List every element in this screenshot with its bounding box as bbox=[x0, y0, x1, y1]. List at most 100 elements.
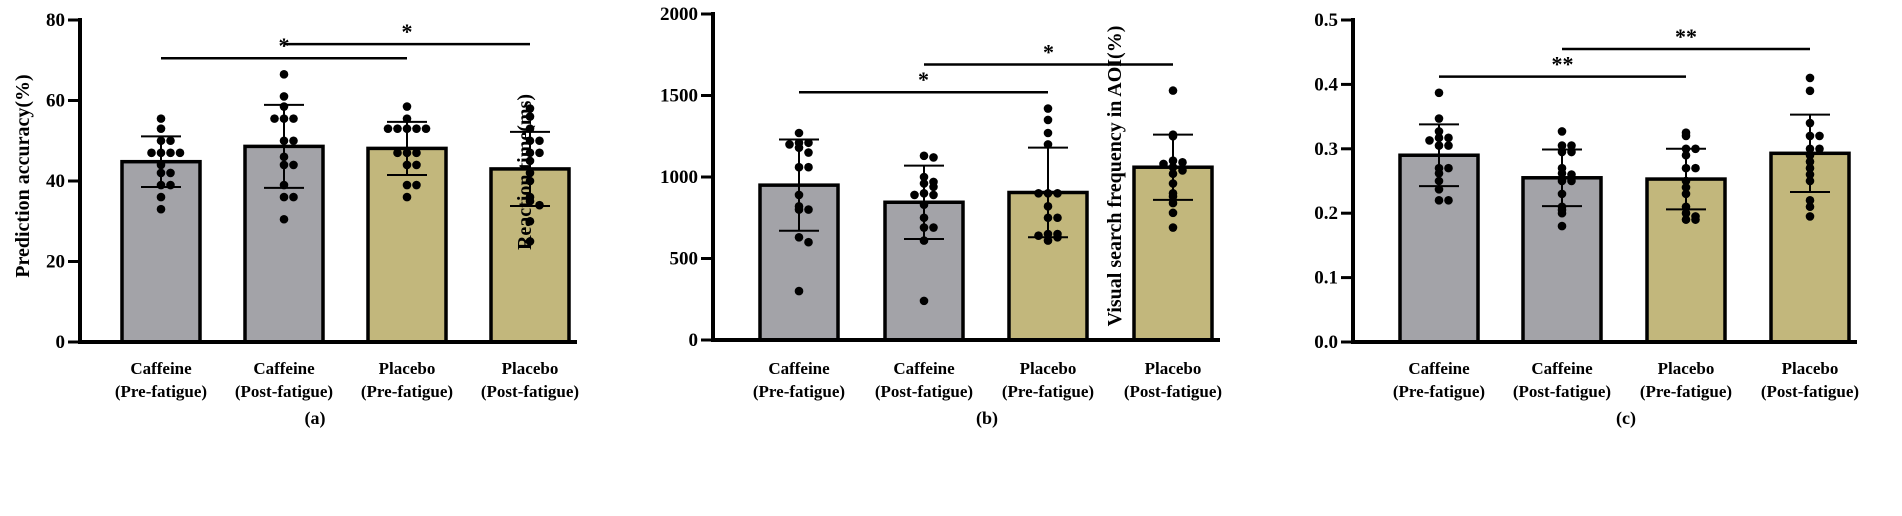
x-tick-label: Placebo bbox=[1782, 359, 1839, 378]
data-point bbox=[289, 136, 298, 146]
data-point bbox=[929, 153, 938, 162]
data-point bbox=[1043, 104, 1053, 113]
y-tick-label: 20 bbox=[46, 252, 65, 273]
data-point bbox=[1815, 131, 1824, 141]
y-tick-label: 0.2 bbox=[1314, 203, 1338, 224]
data-point bbox=[929, 223, 938, 232]
data-point bbox=[166, 168, 175, 178]
data-point bbox=[279, 214, 289, 224]
data-point bbox=[156, 204, 166, 214]
data-point bbox=[1034, 189, 1043, 198]
data-point bbox=[402, 114, 412, 123]
data-point bbox=[1444, 163, 1453, 173]
bar bbox=[120, 159, 202, 344]
panel-a: 0 20 40 60 80 Prediction accuracy(%) Caffeine (… bbox=[12, 10, 579, 429]
data-point bbox=[804, 205, 813, 214]
data-point bbox=[412, 124, 421, 133]
y-tick-label: 0.5 bbox=[1314, 10, 1338, 31]
x-tick-label: (Post-fatigue) bbox=[875, 382, 973, 401]
data-point bbox=[279, 192, 289, 202]
data-point bbox=[1053, 213, 1062, 223]
data-point bbox=[1557, 127, 1567, 136]
data-point bbox=[279, 70, 289, 79]
data-point bbox=[1691, 163, 1700, 173]
data-point bbox=[156, 114, 166, 123]
y-axis-label: Prediction accuracy(%) bbox=[12, 74, 34, 277]
x-tick-label: Caffeine bbox=[1408, 359, 1470, 378]
data-point bbox=[525, 124, 535, 133]
data-point bbox=[1034, 231, 1043, 240]
x-tick-label: (Pre-fatigue) bbox=[753, 382, 845, 401]
data-point bbox=[402, 180, 412, 190]
data-point bbox=[1691, 212, 1700, 221]
data-point bbox=[804, 148, 813, 157]
data-point bbox=[1444, 196, 1453, 205]
data-point bbox=[1805, 86, 1815, 96]
data-point bbox=[1159, 159, 1168, 169]
data-point bbox=[535, 136, 544, 146]
x-tick-label: Placebo bbox=[1658, 359, 1715, 378]
x-tick-label: (Post-fatigue) bbox=[1124, 382, 1222, 401]
data-point bbox=[535, 148, 544, 158]
panel-label: (c) bbox=[1616, 408, 1636, 429]
data-point bbox=[525, 112, 535, 121]
x-tick-label: Placebo bbox=[1020, 359, 1077, 378]
data-point bbox=[1567, 176, 1576, 186]
panel-b: 0 500 1000 1500 2000 Reaction time(ms) Caffein… bbox=[514, 4, 1222, 429]
data-point bbox=[525, 237, 535, 246]
data-point bbox=[1557, 208, 1567, 218]
data-point bbox=[910, 190, 919, 200]
data-point bbox=[1681, 208, 1691, 218]
data-point bbox=[175, 148, 185, 158]
x-tick-label: Caffeine bbox=[893, 359, 955, 378]
data-point bbox=[1444, 133, 1453, 143]
data-point bbox=[1043, 128, 1053, 138]
data-point bbox=[156, 124, 166, 133]
data-point bbox=[1434, 114, 1444, 123]
data-point bbox=[525, 216, 535, 226]
data-point bbox=[794, 128, 804, 138]
x-tick-label: Caffeine bbox=[768, 359, 830, 378]
x-tick-label: (Pre-fatigue) bbox=[1393, 382, 1485, 401]
x-tick-label: (Post-fatigue) bbox=[235, 382, 333, 401]
data-point bbox=[412, 148, 421, 158]
x-tick-label: Placebo bbox=[1145, 359, 1202, 378]
y-tick-label: 0.0 bbox=[1314, 332, 1338, 353]
data-point bbox=[525, 104, 535, 113]
data-point bbox=[1681, 215, 1691, 224]
data-point bbox=[412, 180, 421, 190]
data-point bbox=[919, 296, 929, 306]
panel-c: 0.0 0.1 0.2 0.3 0.4 0.5 Visual search frequenc… bbox=[1104, 10, 1859, 429]
data-point bbox=[1168, 208, 1178, 218]
data-point bbox=[412, 160, 421, 170]
y-tick-label: 60 bbox=[46, 91, 65, 112]
data-point bbox=[166, 148, 175, 158]
data-point bbox=[1178, 166, 1187, 175]
data-point bbox=[1178, 158, 1187, 167]
significance-label: * bbox=[918, 67, 929, 92]
data-point bbox=[383, 124, 393, 133]
data-point bbox=[289, 160, 298, 170]
data-point bbox=[270, 114, 279, 123]
data-point bbox=[1567, 141, 1576, 150]
data-point bbox=[1805, 212, 1815, 221]
y-axis-label: Visual search frequency in AOI(%) bbox=[1104, 26, 1126, 327]
significance-label: * bbox=[1043, 40, 1054, 65]
x-tick-label: (Pre-fatigue) bbox=[1002, 382, 1094, 401]
data-point bbox=[156, 192, 166, 202]
data-point bbox=[402, 102, 412, 111]
data-point bbox=[1053, 189, 1062, 198]
data-point bbox=[1043, 236, 1053, 245]
x-tick-label: (Post-fatigue) bbox=[1513, 382, 1611, 401]
panel-label: (a) bbox=[305, 408, 326, 429]
data-point bbox=[393, 148, 402, 158]
x-tick-label: Placebo bbox=[379, 359, 436, 378]
data-point bbox=[794, 286, 804, 296]
data-point bbox=[1434, 88, 1444, 98]
significance-label: * bbox=[279, 33, 290, 58]
data-point bbox=[1168, 198, 1178, 208]
x-tick-label: Caffeine bbox=[253, 359, 315, 378]
significance-label: ** bbox=[1675, 24, 1697, 49]
y-tick-label: 2000 bbox=[660, 4, 698, 25]
